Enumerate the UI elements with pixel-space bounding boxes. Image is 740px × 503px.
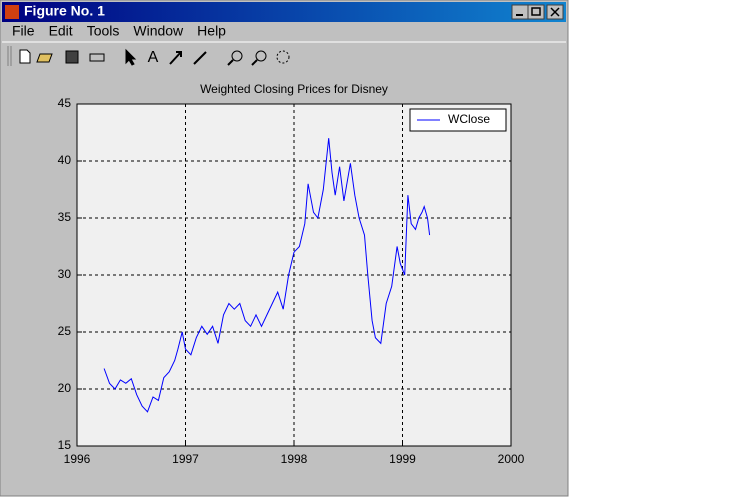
window-title: Figure No. 1	[24, 3, 105, 19]
x-tick-label: 1999	[389, 452, 416, 466]
x-tick-label: 1996	[64, 452, 91, 466]
chart: Weighted Closing Prices for Disney 1996 1…	[58, 82, 525, 466]
legend-box	[409, 108, 507, 132]
maximize-button[interactable]	[527, 4, 545, 20]
x-tick-label: 1998	[281, 452, 308, 466]
y-tick-label: 20	[58, 381, 72, 395]
chart-title: Weighted Closing Prices for Disney	[200, 82, 388, 96]
y-tick-label: 15	[58, 438, 72, 452]
menu-item[interactable]: File	[12, 23, 35, 39]
y-tick-label: 45	[58, 96, 72, 110]
window-controls	[511, 4, 564, 20]
x-tick-label: 2000	[498, 452, 525, 466]
x-tick-label: 1997	[172, 452, 199, 466]
zoom-handle	[227, 59, 234, 66]
print-icon[interactable]	[89, 53, 105, 62]
open-icon[interactable]	[36, 53, 53, 63]
zoom-in-icon[interactable]	[231, 50, 243, 62]
y-tick-label: 30	[58, 267, 72, 281]
minimize-button[interactable]	[511, 4, 529, 20]
app-icon	[5, 5, 19, 19]
select-icon[interactable]	[125, 48, 137, 66]
menu-item[interactable]: Tools	[87, 23, 120, 39]
zoom-handle	[251, 59, 258, 66]
save-icon[interactable]	[65, 50, 79, 64]
title-bar	[2, 2, 566, 22]
arrow-icon[interactable]	[169, 51, 182, 65]
menu-item[interactable]: Help	[197, 23, 226, 39]
menu-bar: File Edit Tools Window Help	[12, 23, 226, 39]
y-tick-label: 35	[58, 210, 72, 224]
text-icon[interactable]: A	[148, 49, 159, 66]
close-icon	[550, 7, 560, 17]
y-tick-label: 40	[58, 153, 72, 167]
menu-item[interactable]: Window	[133, 23, 184, 39]
data-line	[103, 138, 431, 413]
menu-item[interactable]: Edit	[49, 23, 73, 39]
maximize-icon	[531, 7, 541, 16]
rotate-icon[interactable]	[276, 50, 290, 64]
toolbar: A	[7, 46, 290, 66]
y-tick-label: 25	[58, 324, 72, 338]
line-icon[interactable]	[193, 51, 207, 65]
zoom-out-icon[interactable]	[255, 50, 267, 62]
legend-label: WClose	[448, 112, 490, 126]
new-icon[interactable]	[19, 49, 31, 64]
